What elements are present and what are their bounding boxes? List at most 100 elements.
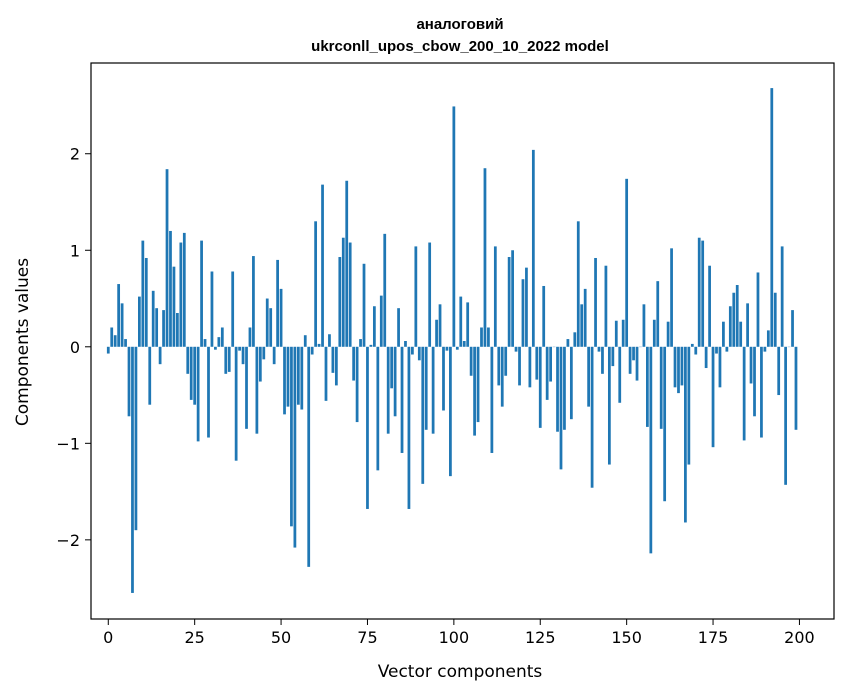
bar-194 xyxy=(777,346,781,396)
bar-174 xyxy=(708,265,711,347)
y-axis-ticks: −2 −1 0 1 2 xyxy=(56,145,91,550)
bar-187 xyxy=(753,346,756,417)
bar-92 xyxy=(424,346,428,430)
bar-20 xyxy=(176,313,179,347)
chart-subtitle: ukrconll_upos_cbow_200_10_2022 model xyxy=(311,38,609,55)
bar-152 xyxy=(632,346,635,361)
bar-0 xyxy=(106,346,110,354)
bar-173 xyxy=(704,346,708,369)
bar-28 xyxy=(203,339,207,347)
bar-118 xyxy=(514,346,518,352)
bar-175 xyxy=(711,346,715,448)
bar-108 xyxy=(480,327,483,347)
bar-147 xyxy=(614,320,618,347)
x-tick-label-200: 200 xyxy=(784,628,815,647)
x-axis-label: Vector components xyxy=(378,662,543,682)
bar-87 xyxy=(407,346,411,509)
bar-179 xyxy=(725,346,729,352)
y-tick-label--1: −1 xyxy=(56,434,80,453)
bar-88 xyxy=(411,346,414,355)
bar-31 xyxy=(214,346,217,350)
bar-41 xyxy=(248,327,252,347)
bar-135 xyxy=(573,332,577,347)
bar-94 xyxy=(431,346,435,434)
bar-6 xyxy=(127,346,131,417)
bar-46 xyxy=(265,298,269,347)
bar-70 xyxy=(348,242,352,347)
bar-42 xyxy=(252,256,255,347)
bar-193 xyxy=(773,292,777,347)
bar-43 xyxy=(255,346,259,434)
bar-50 xyxy=(279,288,283,347)
bar-111 xyxy=(490,346,494,453)
bar-144 xyxy=(604,265,608,347)
x-tick-label-0: 0 xyxy=(103,628,113,647)
bar-38 xyxy=(238,346,241,351)
bar-176 xyxy=(715,346,718,354)
bar-67 xyxy=(338,257,342,347)
bar-128 xyxy=(549,346,552,382)
bar-148 xyxy=(618,346,622,403)
bar-149 xyxy=(621,319,625,347)
bar-167 xyxy=(684,346,687,523)
bar-76 xyxy=(369,344,373,347)
bar-98 xyxy=(445,346,449,351)
bar-123 xyxy=(531,149,535,347)
bar-51 xyxy=(283,346,286,415)
bar-36 xyxy=(231,271,235,347)
bar-114 xyxy=(500,346,504,407)
bar-158 xyxy=(652,319,656,347)
x-tick-label-175: 175 xyxy=(698,628,729,647)
bar-15 xyxy=(158,346,162,365)
bar-141 xyxy=(594,257,597,347)
x-tick-label-100: 100 xyxy=(439,628,470,647)
bar-11 xyxy=(144,257,148,347)
bar-80 xyxy=(383,233,387,347)
bar-125 xyxy=(538,346,542,428)
bar-90 xyxy=(417,346,421,361)
bar-1 xyxy=(110,327,114,347)
bar-18 xyxy=(169,230,172,347)
bar-53 xyxy=(290,346,293,527)
bar-130 xyxy=(556,346,559,432)
x-tick-label-25: 25 xyxy=(184,628,204,647)
bar-168 xyxy=(687,346,691,465)
bar-199 xyxy=(794,346,798,430)
bar-32 xyxy=(217,337,221,347)
bar-34 xyxy=(224,346,228,374)
bar-119 xyxy=(518,346,521,386)
bar-140 xyxy=(590,346,594,488)
bar-21 xyxy=(179,242,183,347)
bar-162 xyxy=(666,321,670,347)
bar-115 xyxy=(504,346,508,376)
bar-143 xyxy=(601,346,604,374)
bar-181 xyxy=(732,292,736,347)
x-tick-label-150: 150 xyxy=(611,628,642,647)
bar-189 xyxy=(760,346,763,438)
bar-191 xyxy=(766,330,770,347)
bar-126 xyxy=(542,285,546,347)
bar-83 xyxy=(393,346,397,417)
bar-145 xyxy=(607,346,611,465)
bar-104 xyxy=(466,302,470,347)
bar-19 xyxy=(172,266,176,347)
x-axis-ticks: 0 25 50 75 100 125 150 175 200 xyxy=(103,619,815,647)
bar-165 xyxy=(677,346,680,394)
bar-91 xyxy=(421,346,425,484)
x-tick-label-125: 125 xyxy=(525,628,556,647)
bar-192 xyxy=(770,88,774,347)
bar-89 xyxy=(414,246,418,347)
bar-117 xyxy=(511,250,514,347)
bar-180 xyxy=(728,306,732,347)
bar-136 xyxy=(576,221,580,347)
bar-66 xyxy=(334,346,338,386)
bar-9 xyxy=(138,296,141,347)
bar-65 xyxy=(331,346,335,373)
bar-169 xyxy=(690,343,694,347)
bar-186 xyxy=(749,346,753,384)
bar-138 xyxy=(583,288,587,347)
bar-127 xyxy=(545,346,549,400)
bar-161 xyxy=(663,346,667,502)
bar-59 xyxy=(310,346,314,355)
